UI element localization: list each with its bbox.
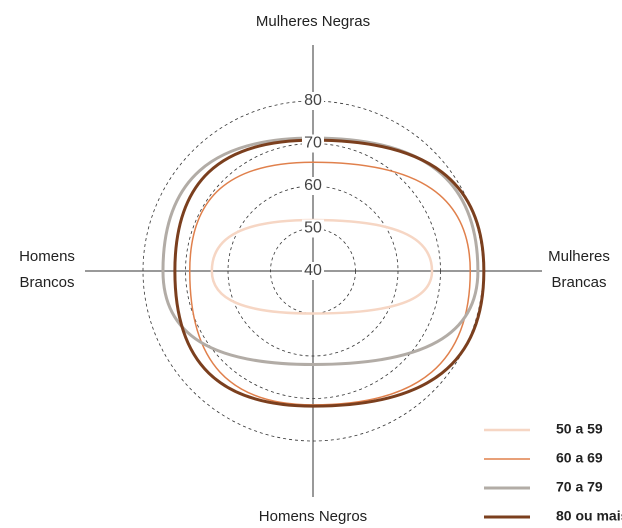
tick-label-bg: [302, 177, 324, 195]
series-line: [210, 218, 434, 315]
category-label: Homens Negros: [259, 508, 367, 525]
tick-label: 80: [304, 92, 322, 109]
category-label: Homens Brancos: [19, 248, 75, 291]
legend-label: 80 ou mais: [556, 508, 622, 524]
tick-label-bg: [302, 262, 324, 280]
tick-label: 60: [304, 177, 322, 194]
legend-label: 60 a 69: [556, 450, 603, 466]
tick-label: 40: [304, 262, 322, 279]
tick-label: 70: [304, 135, 322, 152]
category-label: Mulheres Brancas: [548, 248, 610, 291]
legend-label: 50 a 59: [556, 421, 603, 437]
tick-label: 50: [304, 220, 322, 237]
legend-label: 70 a 79: [556, 479, 603, 495]
tick-label-bg: [302, 219, 324, 238]
tick-label-bg: [302, 92, 324, 110]
grid-circle: [227, 185, 399, 357]
series-line: [173, 138, 486, 408]
series-line: [161, 136, 480, 367]
category-label: Mulheres Negras: [256, 13, 370, 30]
tick-label-bg: [302, 134, 324, 153]
